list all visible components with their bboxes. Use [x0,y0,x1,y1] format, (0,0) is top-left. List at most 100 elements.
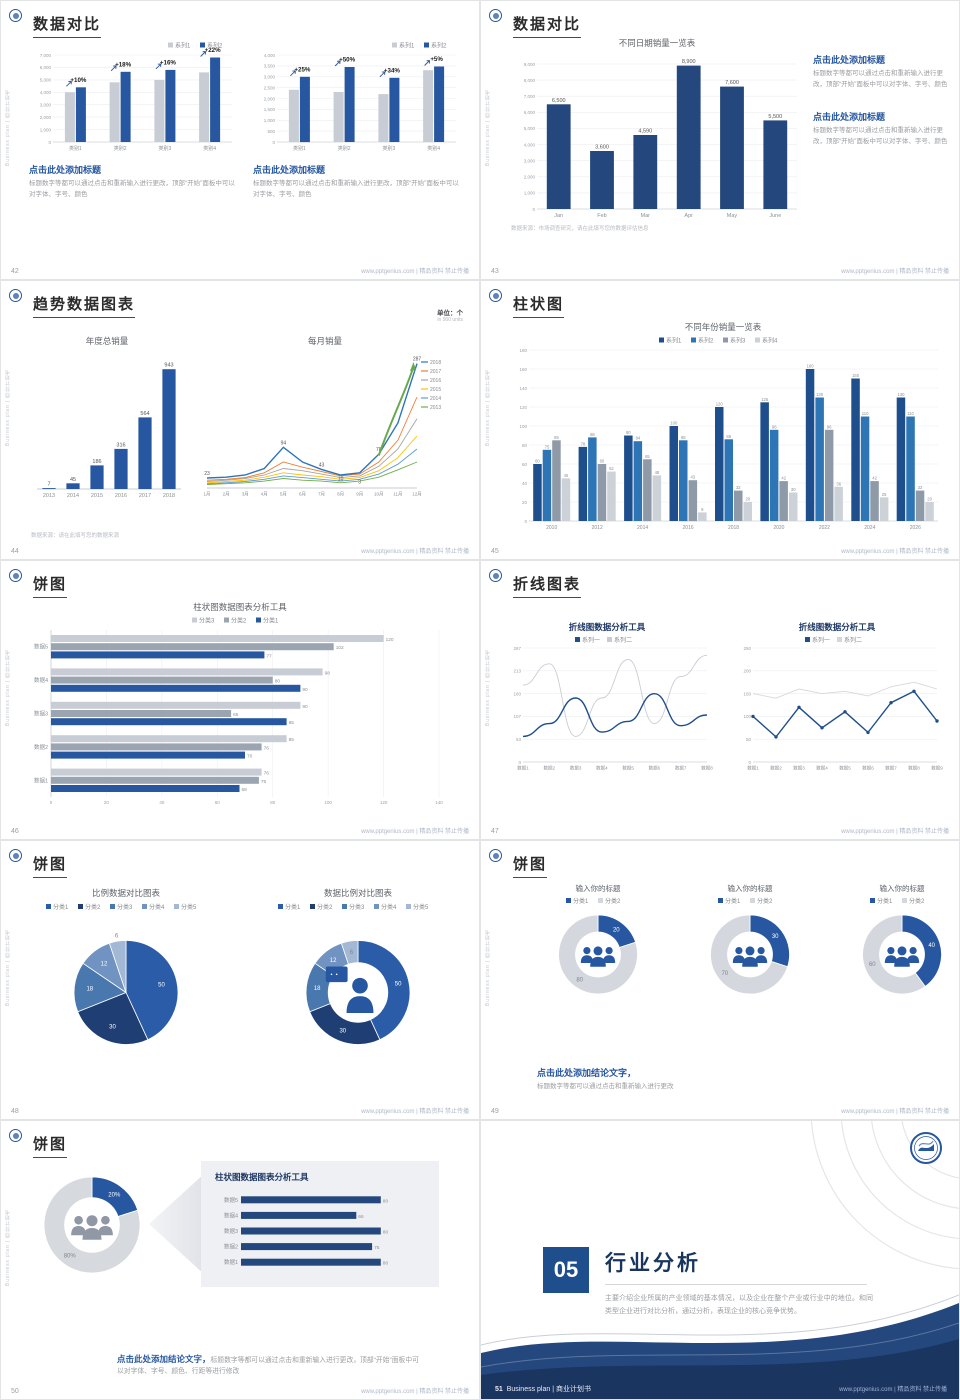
donut-chart: 50 30 18 12 6 分类1 分类2 分类3 分类4 分类5 [247,902,469,1070]
conclusion-block: 点击此处添加结论文字，标题数字等都可以通过点击和重新输入进行更改，顶部“开始”面… [117,1352,423,1377]
svg-text:43: 43 [690,475,695,480]
slide-footer: 46 www.pptgenius.com | 精品资料 禁止传播 [11,826,469,835]
svg-text:60: 60 [522,462,528,467]
slide-title: 柱状图 [513,293,565,318]
slide-42[interactable]: Business plan | 商业计划书 数据对比 7,000 6,000 5,0… [0,0,480,280]
side-watermark: Business plan | 商业计划书 [485,929,491,1007]
donuts-row: 输入你的标题 20 80 分类1 分类2 输入你的标题 30 70 分类1 分类2 输入你的… [527,883,959,1000]
svg-text:40: 40 [928,943,935,949]
svg-text:0: 0 [518,760,521,765]
monthly-sales-line-chart: 1月 2月 3月 4月 5月 6月 7月 8月 9月 10月 11月 12月 23 94 43 10 3 78 28… [199,350,451,500]
svg-text:数据8: 数据8 [908,765,920,772]
svg-text:0: 0 [48,140,51,145]
slide-47[interactable]: Business plan | 商业计划书 折线图表 折线图数据分析工具 267… [480,560,960,840]
text-block: 点击此处添加标题 标题数字等都可以通过点击和重新输入进行更改，顶部“开始”面板中… [813,110,951,147]
svg-text:2016: 2016 [683,525,694,531]
section-number: 05 [543,1247,589,1293]
svg-text:30: 30 [791,487,796,492]
svg-text:+22%: +22% [205,47,221,54]
svg-text:数据4: 数据4 [34,676,48,684]
watermark-url: www.pptgenius.com | 精品资料 禁止传播 [361,1389,469,1395]
svg-text:系列二: 系列二 [844,636,862,644]
slide-title: 饼图 [33,573,68,598]
svg-text:3月: 3月 [242,492,249,498]
brand-logo-icon [489,849,502,862]
svg-text:数据5: 数据5 [839,765,851,772]
monthly-chart-group: 每月销量 1月 2月 3月 4月 5月 6月 7月 8月 9月 10月 11月 12月 23 94 43 10… [199,335,451,500]
svg-text:2010: 2010 [546,525,557,531]
slide-44[interactable]: Business plan | 商业计划书 趋势数据图表 单位：个 in 900… [0,280,480,560]
svg-text:分类1: 分类1 [877,897,893,905]
brand-logo-icon [489,569,502,582]
divider-line [605,1284,867,1285]
content: 不同日期销量一览表 9,000 8,000 7,000 6,000 5,000 4,000… [511,37,951,232]
svg-text:65: 65 [233,712,239,718]
svg-text:+25%: +25% [294,66,310,73]
svg-text:120: 120 [380,800,388,805]
section-title: 行业分析 [605,1252,701,1275]
charts-row: 折线图数据分析工具 267 213 160 107 53 0 数据1 数据2 数据3 数据4 数据5… [501,621,943,774]
svg-text:80: 80 [383,1261,389,1267]
chart-title: 输入你的标题 [879,884,925,893]
svg-text:110: 110 [907,411,914,416]
svg-text:0: 0 [524,519,527,524]
unit-label: 单位：个 [437,310,463,317]
svg-text:6: 6 [350,950,354,956]
svg-text:45: 45 [564,473,569,478]
svg-text:Apr: Apr [684,213,693,219]
unit-note: 单位：个 in 900 units [437,307,463,323]
svg-text:3,600: 3,600 [595,145,609,151]
svg-text:186: 186 [92,459,101,465]
svg-text:数据4: 数据4 [816,765,828,772]
svg-text:数据6: 数据6 [862,765,874,772]
slide-title: 数据对比 [33,13,102,38]
conclusion-block: 点击此处添加结论文字， 标题数字等都可以通过点击和重新输入进行更改 [537,1066,867,1093]
svg-text:2,000: 2,000 [264,96,276,101]
svg-text:100: 100 [743,714,751,719]
svg-text:系列一: 系列一 [812,636,830,644]
slide-48[interactable]: Business plan | 商业计划书 饼图 比例数据对比图表 50 30 18… [0,840,480,1120]
svg-text:90: 90 [626,430,631,435]
svg-text:30: 30 [339,1029,346,1035]
slide-45[interactable]: Business plan | 商业计划书 柱状图 不同年份销量一览表 180 1… [480,280,960,560]
svg-text:系列2: 系列2 [431,42,447,50]
svg-text:2016: 2016 [430,378,441,384]
page-number: 45 [491,548,499,555]
svg-text:60: 60 [869,962,876,968]
svg-text:90: 90 [302,704,308,710]
svg-text:2014: 2014 [67,493,79,499]
panel-title: 柱状图数据图表分析工具 [215,1172,309,1182]
svg-text:分类2: 分类2 [909,897,925,905]
svg-text:分类1: 分类1 [263,617,279,625]
slide-50[interactable]: Business plan | 商业计划书 饼图 20% 80% 柱状图数据图表分… [0,1120,480,1400]
funnel-shape [149,1173,205,1275]
svg-text:2026: 2026 [910,525,921,531]
svg-text:20: 20 [745,497,750,502]
svg-text:250: 250 [743,646,751,651]
slide-46[interactable]: Business plan | 商业计划书 饼图 柱状图数据图表分析工具 0 20… [0,560,480,840]
svg-text:43: 43 [319,462,325,468]
side-watermark: Business plan | 商业计划书 [485,369,491,447]
brand-logo-icon [489,289,502,302]
svg-text:23: 23 [204,471,210,477]
pie-group-left: 比例数据对比图表 50 30 18 12 6 分类1 分类2 分类3 分类4 分类5 [15,887,237,1070]
pies-row: 比例数据对比图表 50 30 18 12 6 分类1 分类2 分类3 分类4 分类5 数据比例对比… [15,887,469,1070]
slide-footer: 47 www.pptgenius.com | 精品资料 禁止传播 [491,826,949,835]
slide-49[interactable]: Business plan | 商业计划书 饼图 输入你的标题 20 80 分类1 分… [480,840,960,1120]
svg-text:2013: 2013 [430,405,441,411]
slide-footer: 42 www.pptgenius.com | 精品资料 禁止传播 [11,266,469,275]
svg-text:系列2: 系列2 [207,42,223,50]
svg-text:2012: 2012 [592,525,603,531]
slide-51[interactable]: 05 行业分析 主要介绍企业所属的产业领域的基本情况，以及企业在整个产业或行业中… [480,1120,960,1400]
svg-text:8月: 8月 [337,492,344,498]
svg-text:78: 78 [581,441,586,446]
svg-text:数据1: 数据1 [34,776,48,784]
svg-text:4,000: 4,000 [524,142,536,147]
slide-43[interactable]: Business plan | 商业计划书 数据对比 不同日期销量一览表 9,0… [480,0,960,280]
svg-text:+34%: +34% [384,67,400,74]
svg-text:287: 287 [413,357,422,363]
conclusion-body: 标题数字等都可以通过点击和重新输入进行更改 [537,1083,674,1091]
svg-text:2013: 2013 [43,493,55,499]
footer-brand: Business plan | 商业计划书 [506,1386,591,1393]
